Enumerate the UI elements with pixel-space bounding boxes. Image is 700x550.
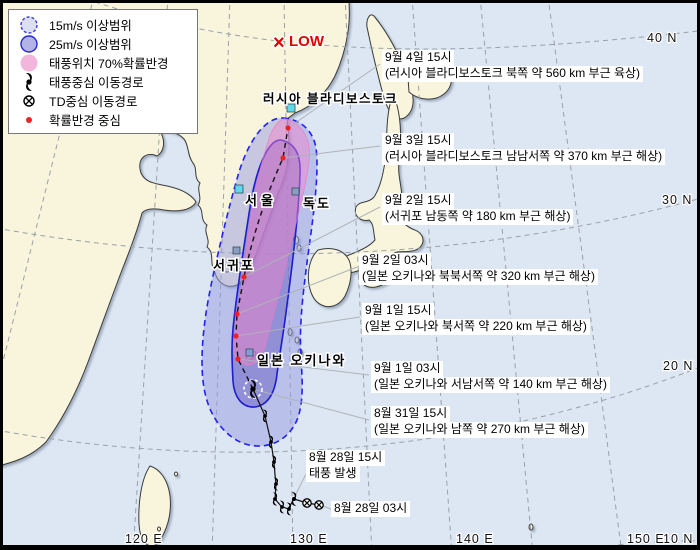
vladivostok-label: 러시아 블라디보스토크 <box>263 91 398 106</box>
forecast-time: 9월 2일 03시 <box>359 253 432 269</box>
legend-row-70pct: 태풍위치 70%확률반경 <box>9 53 197 72</box>
forecast-location: (러시아 블라디보스토크 북쪽 약 560 km 부근 육상) <box>382 66 644 82</box>
legend-label: TD중심 이동경로 <box>49 94 138 109</box>
legend-label: 태풍위치 70%확률반경 <box>49 56 169 71</box>
range-15ms-circle-icon <box>9 15 49 35</box>
typhoon-center-icon <box>9 71 49 93</box>
genesis-label: 8월 28일 15시 태풍 발생 <box>306 450 386 482</box>
seoul-label: 서울 <box>245 193 277 208</box>
forecast-label-sep2-15: 9월 2일 15시 (서귀포 남동쪽 약 180 km 부근 해상) <box>382 193 574 225</box>
observed-track-line <box>252 388 320 510</box>
forecast-cone <box>201 117 318 447</box>
islet-taiwan-ne <box>174 471 178 477</box>
lon-label-140e: 140 E <box>456 532 494 546</box>
forecast-location: (일본 오키나와 남쪽 약 270 km 부근 해상) <box>371 422 588 438</box>
lon-label-150e: 150 E <box>627 532 665 546</box>
okinawa-marker <box>245 348 254 357</box>
legend-row-15ms: 15m/s 이상범위 <box>9 15 197 34</box>
td-center-icon <box>9 91 49 111</box>
forecast-track-line <box>235 127 289 390</box>
taiwan <box>138 465 171 547</box>
dokdo-marker <box>291 187 300 196</box>
forecast-time: 8월 31일 15시 <box>371 406 451 422</box>
lon-label-120e: 120 E <box>125 532 163 546</box>
forecast-label-sep2-03: 9월 2일 03시 (일본 오키나와 북북서쪽 약 320 km 부근 해상) <box>359 253 598 285</box>
td-time: 8월 28일 03시 <box>331 501 411 517</box>
current-position-symbol <box>243 379 263 399</box>
dokdo-label: 독도 <box>303 196 331 211</box>
lat-label-40n: 40 N <box>647 31 677 45</box>
forecast-time: 9월 1일 15시 <box>362 303 435 319</box>
forecast-label-sep1-15: 9월 1일 15시 (일본 오키나와 북서쪽 약 220 km 부근 해상) <box>362 303 590 335</box>
city-markers <box>232 103 300 357</box>
low-pressure-marker: × LOW <box>272 31 326 56</box>
forecast-time: 9월 4일 15시 <box>382 50 455 66</box>
forecast-location: (일본 오키나와 북서쪽 약 220 km 부근 해상) <box>362 319 590 335</box>
seogwipo-label: 서귀포 <box>213 258 255 273</box>
low-x-icon: × <box>273 32 285 54</box>
legend-label: 태풍중심 이동경로 <box>49 75 144 90</box>
connector-lines <box>235 63 381 510</box>
genesis-time: 8월 28일 15시 <box>306 450 386 466</box>
legend-row-typhoon-center: 태풍중심 이동경로 <box>9 72 197 91</box>
forecast-label-sep1-03: 9월 1일 03시 (일본 오키나와 서남서쪽 약 140 km 부근 해상) <box>371 361 610 393</box>
legend-label: 15m/s 이상범위 <box>49 18 132 33</box>
legend-panel: 15m/s 이상범위 25m/s 이상범위 태풍위치 70%확률반경 태풍중심 … <box>8 9 198 134</box>
forecast-label-aug31: 8월 31일 15시 (일본 오키나와 남쪽 약 270 km 부근 해상) <box>371 406 588 438</box>
forecast-location: (일본 오키나와 북북서쪽 약 320 km 부근 해상) <box>359 269 598 285</box>
vladivostok-marker <box>286 103 296 113</box>
islet-120e <box>157 526 161 532</box>
lat-label-10n: 10 N <box>663 532 693 546</box>
td-time-label: 8월 28일 03시 <box>331 501 411 517</box>
genesis-note: 태풍 발생 <box>306 466 360 482</box>
probability-center-dots <box>233 125 291 362</box>
okinawa-label: 일본 오키나와 <box>257 353 346 368</box>
forecast-location: (러시아 블라디보스토크 남남서쪽 약 370 km 부근 해상) <box>382 149 666 165</box>
forecast-location: (일본 오키나와 서남서쪽 약 140 km 부근 해상) <box>371 377 610 393</box>
forecast-time: 9월 1일 03시 <box>371 361 444 377</box>
forecast-time: 9월 3일 15시 <box>382 133 455 149</box>
forecast-label-sep3: 9월 3일 15시 (러시아 블라디보스토크 남남서쪽 약 370 km 부근 … <box>382 133 666 165</box>
forecast-time: 9월 2일 15시 <box>382 193 455 209</box>
low-label: LOW <box>289 33 325 50</box>
forecast-location: (서귀포 남동쪽 약 180 km 부근 해상) <box>382 209 574 225</box>
probability-center-dot-icon <box>9 110 49 130</box>
range-25ms-circle-icon <box>9 34 49 54</box>
lon-label-130e: 130 E <box>290 532 328 546</box>
legend-row-prob-center: 확률반경 중심 <box>9 110 197 129</box>
forecast-label-sep4: 9월 4일 15시 (러시아 블라디보스토크 북쪽 약 560 km 부근 육상… <box>382 50 644 82</box>
cone-70pct <box>232 118 311 366</box>
probability-70-circle-icon <box>9 53 49 73</box>
seogwipo-marker <box>232 246 241 255</box>
legend-label: 확률반경 중심 <box>49 113 121 128</box>
honshu <box>336 93 424 276</box>
lat-label-30n: 30 N <box>662 193 692 207</box>
seoul-marker <box>234 184 244 194</box>
lat-label-20n: 20 N <box>663 359 693 373</box>
cone-25ms <box>231 139 301 408</box>
legend-row-25ms: 25m/s 이상범위 <box>9 34 197 53</box>
legend-row-td-center: TD중심 이동경로 <box>9 91 197 110</box>
legend-label: 25m/s 이상범위 <box>49 37 132 52</box>
